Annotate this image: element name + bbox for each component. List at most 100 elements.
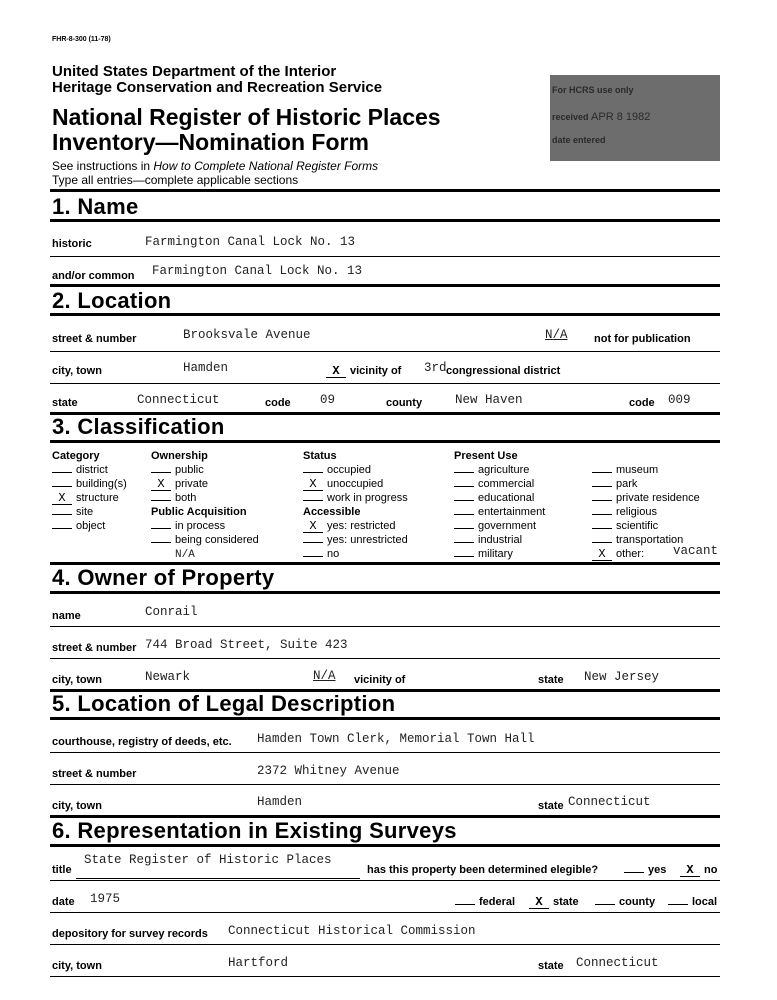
checkbox-option[interactable]: museum <box>592 463 700 477</box>
county-code-field[interactable]: 009 <box>668 393 691 407</box>
state-field[interactable]: Connecticut <box>137 393 220 407</box>
checkbox-blank[interactable] <box>303 472 323 473</box>
checkbox-blank[interactable]: X <box>592 548 612 561</box>
checkbox-blank[interactable]: X <box>303 478 323 491</box>
checkbox-blank[interactable] <box>592 472 612 473</box>
checkbox-blank[interactable] <box>52 486 72 487</box>
checkbox-option[interactable]: transportation <box>592 533 700 547</box>
state-code-field[interactable]: 09 <box>320 393 336 407</box>
legal-state-field[interactable]: Connecticut <box>568 795 651 809</box>
owner-city-field[interactable]: Newark <box>145 670 191 684</box>
checkbox-blank[interactable] <box>52 528 72 529</box>
checkbox-option[interactable]: military <box>454 547 545 561</box>
acquisition-note: N/A <box>175 549 195 561</box>
checkbox-option[interactable]: scientific <box>592 519 700 533</box>
checkbox-blank[interactable] <box>52 472 72 473</box>
vicinity-checkbox[interactable]: X <box>326 365 346 378</box>
option-label: educational <box>478 492 535 504</box>
checkbox-option[interactable]: being considered <box>151 533 259 547</box>
option-label: being considered <box>175 534 259 546</box>
checkbox-option[interactable]: park <box>592 477 700 491</box>
checkbox-blank[interactable] <box>151 472 171 473</box>
checkbox-option[interactable]: site <box>52 505 127 519</box>
checkbox-option[interactable]: yes: unrestricted <box>303 533 408 547</box>
checkbox-option[interactable]: educational <box>454 491 545 505</box>
checkbox-blank[interactable] <box>454 472 474 473</box>
county-field[interactable]: New Haven <box>455 393 523 407</box>
checkbox-blank[interactable] <box>52 514 72 515</box>
survey-title-field[interactable]: State Register of Historic Places <box>84 853 332 867</box>
courthouse-field[interactable]: Hamden Town Clerk, Memorial Town Hall <box>257 732 535 746</box>
checkbox-option[interactable]: building(s) <box>52 477 127 491</box>
historic-name-field[interactable]: Farmington Canal Lock No. 13 <box>145 235 356 249</box>
checkbox-blank[interactable] <box>592 542 612 543</box>
checkbox-option[interactable]: object <box>52 519 127 533</box>
legal-street-field[interactable]: 2372 Whitney Avenue <box>257 764 400 778</box>
checkbox-blank[interactable] <box>151 500 171 501</box>
depository-field[interactable]: Connecticut Historical Commission <box>228 924 476 938</box>
checkbox-blank[interactable] <box>303 500 323 501</box>
checkbox-option[interactable]: both <box>151 491 259 505</box>
checkbox-blank[interactable] <box>454 500 474 501</box>
checkbox-blank[interactable] <box>454 514 474 515</box>
checkbox-blank[interactable]: X <box>151 478 171 491</box>
checkbox-blank[interactable] <box>592 500 612 501</box>
owner-state-field[interactable]: New Jersey <box>584 670 660 684</box>
checkbox-option[interactable]: public <box>151 463 259 477</box>
checkbox-blank[interactable] <box>592 486 612 487</box>
checkbox-option[interactable]: entertainment <box>454 505 545 519</box>
checkbox-option[interactable]: work in progress <box>303 491 408 505</box>
checkbox-blank[interactable] <box>454 542 474 543</box>
owner-name-field[interactable]: Conrail <box>145 605 198 619</box>
legal-city-field[interactable]: Hamden <box>257 795 303 809</box>
county-checkbox[interactable] <box>595 904 615 905</box>
checkbox-option[interactable]: in process <box>151 519 259 533</box>
checkbox-blank[interactable] <box>303 542 323 543</box>
option-label: entertainment <box>478 506 546 518</box>
checkbox-option[interactable]: district <box>52 463 127 477</box>
common-name-field[interactable]: Farmington Canal Lock No. 13 <box>152 264 363 278</box>
location-street-field[interactable]: Brooksvale Avenue <box>183 328 311 342</box>
checkbox-option[interactable]: no <box>303 547 408 561</box>
checkbox-blank[interactable] <box>592 528 612 529</box>
local-checkbox[interactable] <box>668 904 688 905</box>
survey-date-field[interactable]: 1975 <box>90 892 121 906</box>
state-checkbox[interactable]: X <box>529 896 549 909</box>
district-field[interactable]: 3rd <box>424 361 447 375</box>
checkbox-option[interactable]: commercial <box>454 477 545 491</box>
checkbox-option[interactable]: private residence <box>592 491 700 505</box>
yes-checkbox[interactable] <box>624 872 644 873</box>
checkbox-option[interactable]: agriculture <box>454 463 545 477</box>
checkbox-option[interactable]: industrial <box>454 533 545 547</box>
checkbox-option[interactable]: occupied <box>303 463 408 477</box>
checkbox-blank[interactable] <box>454 528 474 529</box>
checkbox-blank[interactable] <box>151 542 171 543</box>
column-heading: Category <box>52 450 100 462</box>
checkbox-blank[interactable] <box>592 514 612 515</box>
option-label: park <box>616 478 638 490</box>
nfp-field[interactable]: N/A <box>545 328 568 342</box>
checkbox-blank[interactable] <box>303 556 323 557</box>
location-city-field[interactable]: Hamden <box>183 361 229 375</box>
owner-street-field[interactable]: 744 Broad Street, Suite 423 <box>145 638 348 652</box>
checkbox-option[interactable]: religious <box>592 505 700 519</box>
checkbox-option[interactable]: government <box>454 519 545 533</box>
checkbox-blank[interactable] <box>454 486 474 487</box>
survey-city-field[interactable]: Hartford <box>228 956 289 970</box>
checkbox-blank[interactable] <box>151 528 171 529</box>
no-checkbox[interactable]: X <box>680 864 700 877</box>
option-label: yes: unrestricted <box>327 534 408 546</box>
survey-state-field[interactable]: Connecticut <box>576 956 659 970</box>
checkbox-blank[interactable] <box>454 556 474 557</box>
checkbox-blank[interactable]: X <box>52 492 72 505</box>
checkbox-blank[interactable]: X <box>303 520 323 533</box>
owner-vicinity-field[interactable]: N/A <box>313 669 336 683</box>
other-use-field[interactable]: vacant <box>673 544 719 558</box>
federal-checkbox[interactable] <box>455 904 475 905</box>
